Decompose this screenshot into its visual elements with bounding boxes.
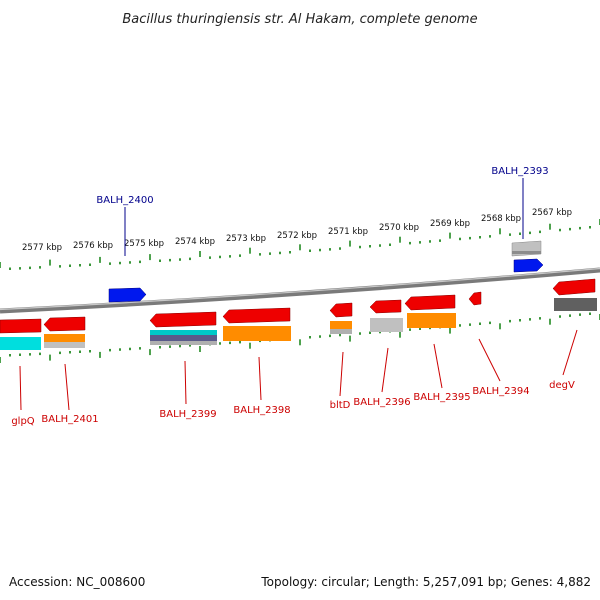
scale-labels: 2577 kbp 2576 kbp 2575 kbp 2574 kbp 2573… bbox=[22, 208, 572, 253]
gene-balh-2394[interactable] bbox=[468, 291, 482, 306]
footer-summary: Topology: circular; Length: 5,257,091 bp… bbox=[260, 575, 591, 589]
scale-label-2568: 2568 kbp bbox=[481, 214, 521, 224]
gene-balh-2395[interactable] bbox=[404, 294, 456, 311]
scale-label-2567: 2567 kbp bbox=[532, 208, 572, 218]
gene-bltd-gray[interactable] bbox=[330, 329, 352, 334]
scale-label-2576: 2576 kbp bbox=[73, 241, 113, 251]
scale-label-2569: 2569 kbp bbox=[430, 219, 470, 229]
forward-label-connectors bbox=[124, 178, 524, 256]
scale-label-2570: 2570 kbp bbox=[379, 223, 419, 233]
gene-balh-2399-purple[interactable] bbox=[150, 335, 217, 341]
gene-label-balh-2393: BALH_2393 bbox=[491, 166, 548, 177]
forward-gene-labels: BALH_2400 BALH_2393 bbox=[96, 166, 548, 206]
gene-balh-2395-orange[interactable] bbox=[407, 313, 456, 328]
scale-label-2577: 2577 kbp bbox=[22, 243, 62, 253]
gene-balh-2393-blue[interactable] bbox=[513, 258, 544, 273]
gene-label-balh-2395: BALH_2395 bbox=[413, 392, 470, 403]
scale-label-2574: 2574 kbp bbox=[175, 237, 215, 247]
gene-balh-2399[interactable] bbox=[149, 311, 217, 328]
connector-balh-2401 bbox=[64, 363, 70, 411]
scale-label-2575: 2575 kbp bbox=[124, 239, 164, 249]
gene-label-balh-2400: BALH_2400 bbox=[96, 195, 153, 206]
connector-balh-2398 bbox=[258, 356, 262, 401]
scale-label-2573: 2573 kbp bbox=[226, 234, 266, 244]
gene-label-balh-2399: BALH_2399 bbox=[159, 409, 216, 420]
gene-label-degv: degV bbox=[549, 380, 575, 391]
connector-balh-2396 bbox=[381, 347, 389, 393]
gene-label-glpq: glpQ bbox=[11, 416, 34, 427]
connector-bltd bbox=[339, 351, 344, 397]
gene-balh-2401-orange[interactable] bbox=[44, 334, 85, 342]
genome-backbone-highlight bbox=[0, 267, 600, 311]
connector-balh-2399 bbox=[184, 360, 187, 405]
gene-label-balh-2396: BALH_2396 bbox=[353, 397, 410, 408]
gene-balh-2401-gray[interactable] bbox=[44, 342, 85, 348]
gene-balh-2400[interactable] bbox=[108, 287, 147, 303]
gene-degv-darkgray[interactable] bbox=[554, 298, 597, 311]
gene-bltd[interactable] bbox=[329, 302, 353, 318]
connector-glpq bbox=[19, 365, 22, 411]
gene-bltd-orange[interactable] bbox=[330, 321, 352, 329]
map-title: Bacillus thuringiensis str. Al Hakam, co… bbox=[122, 12, 477, 27]
gene-balh-2396[interactable] bbox=[369, 299, 402, 314]
connector-balh-2395 bbox=[433, 343, 443, 389]
gene-balh-2398-orange[interactable] bbox=[223, 326, 291, 341]
reverse-tick-line bbox=[0, 312, 600, 363]
connector-degv bbox=[562, 329, 578, 376]
reverse-features bbox=[0, 278, 597, 350]
reverse-gene-labels: glpQ BALH_2401 BALH_2399 BALH_2398 bltD … bbox=[11, 380, 575, 427]
gene-glpq-cyan[interactable] bbox=[0, 337, 41, 350]
reverse-label-connectors bbox=[19, 329, 578, 411]
connector-balh-2394 bbox=[478, 338, 501, 382]
scale-label-2571: 2571 kbp bbox=[328, 227, 368, 237]
gene-label-balh-2398: BALH_2398 bbox=[233, 405, 290, 416]
gene-balh-2396-gray[interactable] bbox=[370, 318, 403, 332]
genome-backbone bbox=[0, 267, 600, 314]
footer-accession: Accession: NC_008600 bbox=[9, 575, 145, 589]
gene-balh-2399-gray[interactable] bbox=[150, 341, 217, 345]
gene-label-balh-2394: BALH_2394 bbox=[472, 386, 529, 397]
gene-degv[interactable] bbox=[552, 278, 596, 296]
gene-label-bltd: bltD bbox=[330, 400, 351, 411]
forward-tick-line bbox=[0, 219, 600, 270]
gene-balh-2399-cyan[interactable] bbox=[150, 330, 217, 335]
gene-glpq[interactable] bbox=[0, 318, 42, 334]
gene-label-balh-2401: BALH_2401 bbox=[41, 414, 98, 425]
gene-balh-2398[interactable] bbox=[222, 307, 291, 324]
gene-balh-2401[interactable] bbox=[43, 316, 86, 332]
forward-features bbox=[108, 240, 544, 303]
gene-balh-2393-gray-shade bbox=[512, 251, 541, 254]
scale-label-2572: 2572 kbp bbox=[277, 231, 317, 241]
